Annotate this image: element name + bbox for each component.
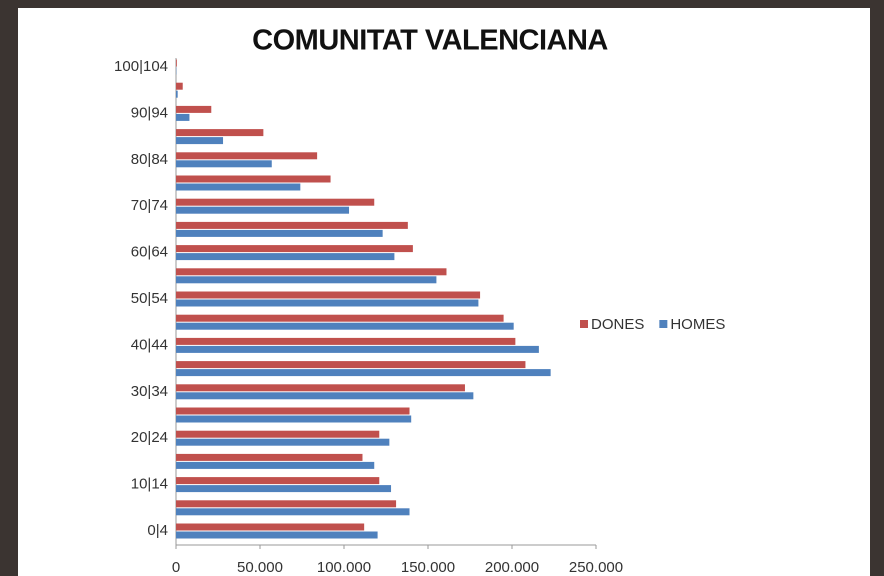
bar: [176, 531, 378, 539]
bar: [176, 407, 410, 415]
bar: [176, 384, 465, 392]
bar: [176, 206, 350, 214]
bar: [176, 245, 413, 253]
bar: [176, 314, 504, 322]
bar: [176, 229, 383, 237]
bar: [176, 523, 365, 531]
bar: [176, 253, 395, 261]
bar: [176, 438, 390, 446]
legend-swatch: [580, 320, 588, 328]
bar: [176, 175, 331, 183]
chart-title: COMUNITAT VALENCIANA: [252, 25, 608, 57]
bar: [176, 198, 375, 206]
x-tick-label: 0: [172, 559, 180, 576]
legend-label: DONES: [591, 316, 644, 333]
bar: [176, 137, 224, 145]
y-tick-label: 0|4: [147, 522, 168, 539]
bar: [176, 415, 412, 423]
x-tick-label: 200.000: [485, 559, 539, 576]
bar: [176, 113, 190, 121]
bar: [176, 160, 272, 168]
x-tick-label: 50.000: [237, 559, 283, 576]
bar: [176, 337, 516, 345]
bar: [176, 361, 526, 369]
bar: [176, 477, 380, 485]
x-tick-label: 150.000: [401, 559, 455, 576]
bar: [176, 268, 447, 276]
y-tick-label: 100|104: [114, 58, 168, 75]
bar: [176, 276, 437, 284]
y-tick-label: 40|44: [131, 336, 168, 353]
x-tick-label: 250.000: [569, 559, 623, 576]
bar: [176, 453, 363, 461]
bar: [176, 369, 551, 377]
y-tick-label: 70|74: [131, 197, 168, 214]
y-tick-label: 20|24: [131, 429, 168, 446]
bar: [176, 461, 375, 469]
y-tick-label: 30|34: [131, 383, 168, 400]
bar: [176, 221, 408, 229]
bar: [176, 82, 183, 90]
bar: [176, 105, 212, 113]
bar: [176, 90, 178, 98]
bar: [176, 129, 264, 137]
bar: [176, 345, 539, 353]
y-tick-label: 90|94: [131, 104, 168, 121]
bar: [176, 59, 177, 67]
bar: [176, 183, 301, 191]
bar: [176, 299, 479, 307]
x-tick-label: 100.000: [317, 559, 371, 576]
y-tick-label: 80|84: [131, 151, 168, 168]
bar: [176, 508, 410, 516]
bar: [176, 430, 380, 438]
bar: [176, 392, 474, 400]
legend-label: HOMES: [670, 316, 725, 333]
bar: [176, 322, 514, 330]
y-tick-label: 50|54: [131, 290, 168, 307]
bar: [176, 291, 481, 299]
y-tick-label: 10|14: [131, 476, 168, 493]
legend-swatch: [659, 320, 668, 328]
bar: [176, 152, 318, 160]
bar: [176, 500, 397, 508]
bar: [176, 485, 392, 493]
y-tick-label: 60|64: [131, 244, 168, 261]
